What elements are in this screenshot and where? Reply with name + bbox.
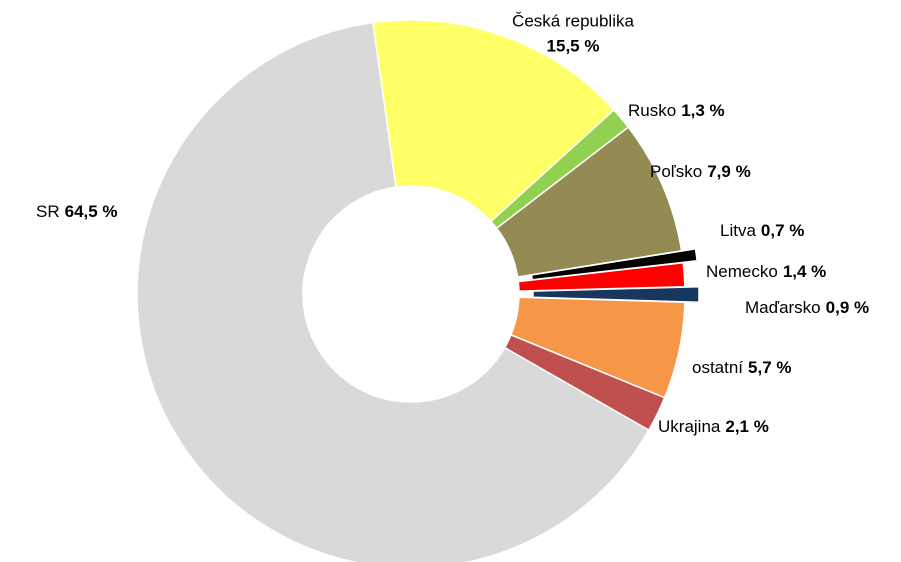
- slice-label: Litva: [720, 221, 756, 240]
- slice-value: 0,9 %: [826, 298, 869, 317]
- donut-slice: [517, 261, 686, 292]
- slice-value: 15,5 %: [547, 36, 600, 55]
- slice-label: Rusko: [628, 101, 676, 120]
- slice-label-group: ostatní 5,7 %: [692, 358, 792, 377]
- slice-label: Ukrajina: [658, 417, 721, 436]
- slice-value: 64,5 %: [65, 202, 118, 221]
- slice-label-group: Litva 0,7 %: [720, 221, 804, 240]
- donut-slice: [136, 21, 650, 562]
- slice-label: Maďarsko: [745, 298, 821, 317]
- slice-label-group: SR 64,5 %: [36, 202, 118, 221]
- slice-label-group: Maďarsko 0,9 %: [745, 298, 869, 317]
- slice-label: ostatní: [692, 358, 743, 377]
- slice-label: SR: [36, 202, 60, 221]
- slice-label-group: Nemecko 1,4 %: [706, 262, 826, 281]
- slice-value: 5,7 %: [748, 358, 791, 377]
- slice-value: 2,1 %: [725, 417, 768, 436]
- slice-label-group: Poľsko 7,9 %: [650, 162, 751, 181]
- slice-label: Poľsko: [650, 162, 702, 181]
- slice-value: 1,3 %: [681, 101, 724, 120]
- slice-label-group: Rusko 1,3 %: [628, 101, 725, 120]
- slice-value: 0,7 %: [761, 221, 804, 240]
- slice-value: 7,9 %: [707, 162, 750, 181]
- slice-value: 1,4 %: [783, 262, 826, 281]
- slice-label: Česká republika: [512, 11, 634, 30]
- slice-label-group: Ukrajina 2,1 %: [658, 417, 769, 436]
- donut-slice: [372, 19, 616, 223]
- slice-label: Nemecko: [706, 262, 778, 281]
